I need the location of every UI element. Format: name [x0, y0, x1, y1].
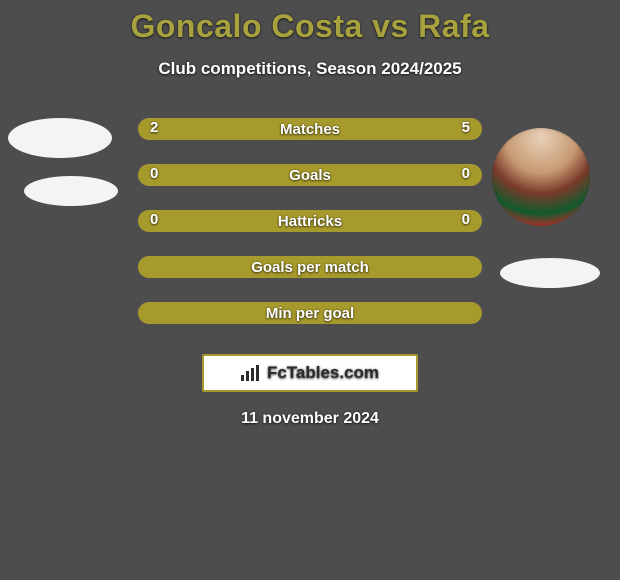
stat-bar: Goals 0 0: [138, 164, 482, 186]
page-title: Goncalo Costa vs Rafa: [0, 0, 620, 45]
stat-label: Hattricks: [278, 213, 342, 230]
stat-bar-left-fill: [138, 164, 310, 186]
footer-logo-text: FcTables.com: [267, 363, 379, 383]
stat-bar: Goals per match: [138, 256, 482, 278]
stat-value-right: 0: [462, 211, 470, 228]
subtitle: Club competitions, Season 2024/2025: [0, 59, 620, 79]
stat-row: Goals 0 0: [138, 164, 482, 186]
stat-label: Goals per match: [251, 259, 369, 276]
stat-row: Hattricks 0 0: [138, 210, 482, 232]
stat-row: Goals per match: [138, 256, 482, 278]
stat-value-left: 0: [150, 211, 158, 228]
stat-label: Goals: [289, 167, 331, 184]
comparison-card: Goncalo Costa vs Rafa Club competitions,…: [0, 0, 620, 580]
stat-value-left: 0: [150, 165, 158, 182]
stat-value-right: 0: [462, 165, 470, 182]
bar-chart-icon: [241, 365, 261, 381]
stat-bar: Matches 2 5: [138, 118, 482, 140]
stat-value-left: 2: [150, 119, 158, 136]
stat-row: Matches 2 5: [138, 118, 482, 140]
footer-date: 11 november 2024: [0, 410, 620, 428]
stat-value-right: 5: [462, 119, 470, 136]
stat-bar: Hattricks 0 0: [138, 210, 482, 232]
stat-bar-right-fill: [310, 164, 482, 186]
stat-label: Min per goal: [266, 305, 354, 322]
stat-label: Matches: [280, 121, 340, 138]
stat-bar-right-fill: [236, 118, 482, 140]
stat-rows-container: Matches 2 5 Goals 0 0 Hattricks 0 0 Goals per mat…: [0, 118, 620, 348]
stat-bar: Min per goal: [138, 302, 482, 324]
stat-row: Min per goal: [138, 302, 482, 324]
footer-logo: FcTables.com: [202, 354, 418, 392]
